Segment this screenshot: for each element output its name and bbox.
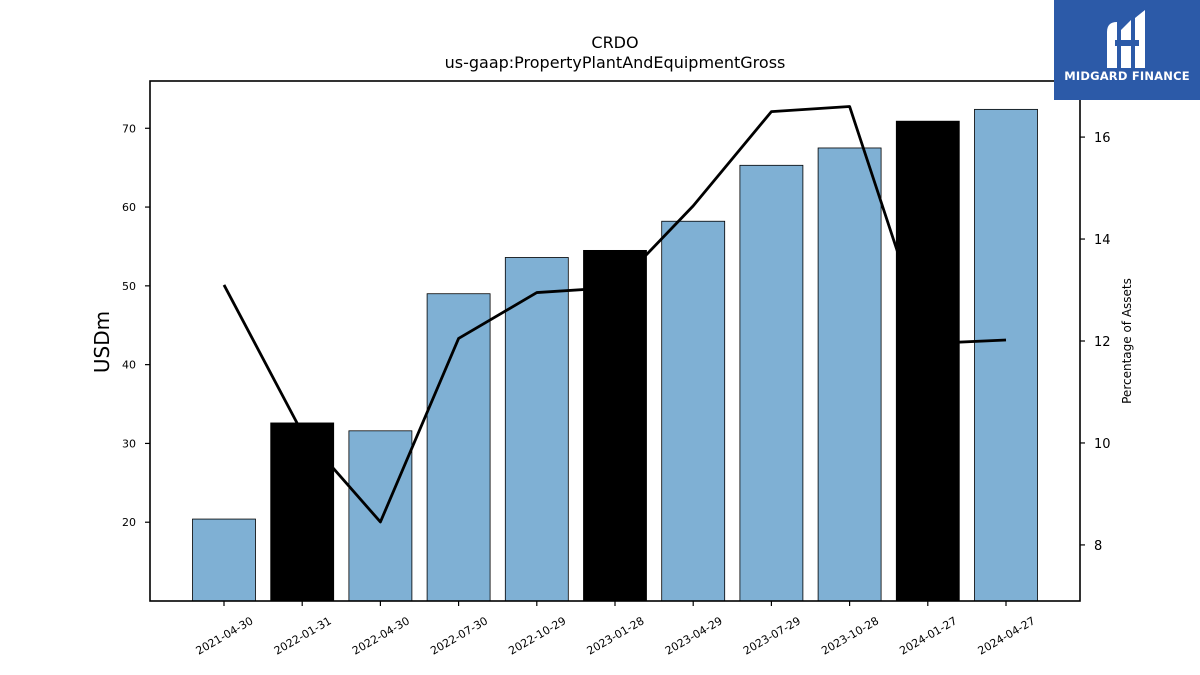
x-tick-label: 2024-04-27: [976, 614, 1038, 657]
logo-mark-icon: [1107, 10, 1145, 68]
y2-axis-label: Percentage of Assets: [1120, 278, 1134, 404]
right-axis: 8 10 12 14 16: [1080, 131, 1111, 554]
y2-tick-label: 10: [1094, 437, 1111, 452]
x-tick-label: 2022-04-30: [350, 614, 412, 657]
x-tick-label: 2023-07-29: [741, 614, 803, 657]
y-tick-label: 20: [122, 516, 136, 529]
bar: [817, 147, 882, 602]
logo-text: MIDGARD FINANCE: [1064, 69, 1190, 83]
x-tick-label: 2023-04-29: [663, 614, 725, 657]
bar: [661, 220, 726, 602]
line-series: [222, 105, 1007, 524]
bar: [426, 293, 491, 602]
y-tick-label: 60: [122, 201, 136, 214]
y-tick-label: 40: [122, 359, 136, 372]
x-tick-label: 2022-01-31: [272, 614, 334, 657]
y2-tick-label: 14: [1094, 233, 1111, 248]
chart-title: CRDO: [591, 33, 638, 52]
midgard-finance-logo: MIDGARD FINANCE: [1054, 0, 1200, 100]
bar: [583, 249, 647, 602]
y-tick-label: 50: [122, 280, 136, 293]
y2-tick-label: 12: [1094, 335, 1111, 350]
bar: [192, 518, 256, 602]
y-axis-label: USDm: [90, 311, 114, 373]
x-tick-label: 2023-01-28: [585, 614, 647, 657]
bar: [504, 257, 569, 602]
bar-series: [192, 108, 1038, 602]
y2-tick-label: 8: [1094, 539, 1102, 554]
x-tick-label: 2022-07-30: [428, 614, 490, 657]
bar: [739, 164, 804, 602]
left-axis: 20 30 40 50 60 70: [122, 122, 150, 529]
x-tick-label: 2022-10-29: [506, 614, 568, 657]
bar: [895, 120, 960, 602]
bar: [974, 108, 1038, 602]
bar: [348, 430, 413, 602]
x-tick-label: 2023-10-28: [819, 614, 881, 657]
chart-subtitle: us-gaap:PropertyPlantAndEquipmentGross: [445, 53, 786, 72]
y2-tick-label: 16: [1094, 131, 1111, 146]
x-axis: 2021-04-30 2022-01-31 2022-04-30 2022-07-30…: [194, 601, 1038, 658]
x-tick-label: 2021-04-30: [194, 614, 256, 657]
bar: [270, 422, 335, 602]
x-tick-label: 2024-01-27: [897, 614, 959, 657]
y-tick-label: 70: [122, 122, 136, 135]
y-tick-label: 30: [122, 437, 136, 450]
